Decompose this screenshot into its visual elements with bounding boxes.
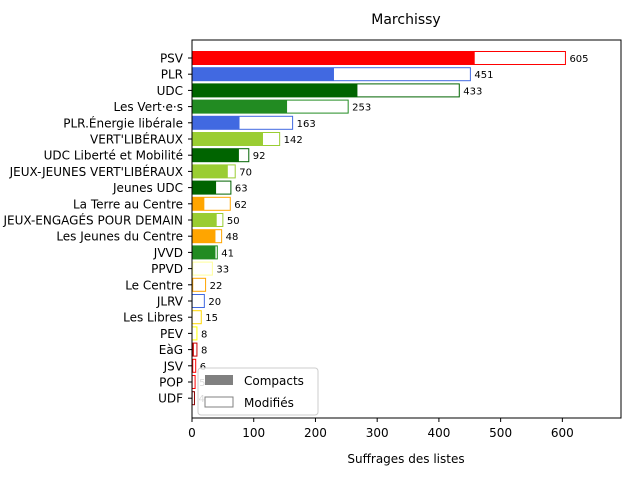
bar-compacts-jeux-jeunes-vert-libe-raux: [192, 164, 228, 178]
value-label-jlrv: 20: [208, 297, 221, 308]
bar-modifies-le-centre: [191, 277, 207, 292]
legend-label-modifies: Modifiés: [244, 396, 294, 410]
y-tick-label-les-vert-e-s: Les Vert·e·s: [114, 100, 184, 114]
bar-modifies-ppvd: [191, 261, 213, 276]
value-label-plr: 451: [474, 70, 493, 81]
value-label-le-centre: 22: [210, 281, 223, 292]
bar-compacts-udc-liberte-et-mobilite: [192, 148, 239, 162]
y-tick-label-jeux-jeunes-vert-libe-raux: JEUX-JEUNES VERT'LIBÉRAUX: [9, 164, 183, 179]
x-tick-label-500: 500: [489, 426, 512, 440]
value-label-les-libres: 15: [205, 313, 218, 324]
legend-label-compacts: Compacts: [244, 374, 304, 388]
x-tick-label-200: 200: [304, 426, 327, 440]
y-tick-label-udf: UDF: [158, 392, 183, 406]
y-tick-label-pev: PEV: [160, 327, 184, 341]
bars-group: [191, 51, 566, 406]
y-tick-label-ppvd: PPVD: [151, 262, 183, 276]
plot-frame: [191, 39, 622, 419]
value-label-jeunes-udc: 63: [235, 184, 248, 195]
y-tick-label-jsv: JSV: [163, 359, 184, 373]
legend: Compacts Modifiés: [197, 367, 319, 416]
bar-compacts-psv: [192, 51, 475, 65]
bar-modifies-pev: [191, 326, 198, 341]
bar-compacts-ppvd: [192, 262, 194, 276]
value-label-jeux-jeunes-vert-libe-raux: 70: [239, 167, 252, 178]
x-axis-title: Suffrages des listes: [347, 452, 464, 466]
value-label-pev: 8: [201, 329, 207, 340]
bar-compacts-udc: [192, 83, 358, 97]
value-label-ea-g: 8: [201, 346, 207, 357]
y-tick-label-pop: POP: [159, 376, 183, 390]
y-tick-label-jvvd: JVVD: [153, 246, 183, 260]
value-label-jvvd: 41: [221, 248, 234, 259]
y-tick-label-les-libres: Les Libres: [123, 311, 183, 325]
y-tick-label-ea-g: EàG: [159, 343, 183, 357]
x-tick-label-600: 600: [551, 426, 574, 440]
bar-compacts-jeunes-udc: [192, 181, 217, 195]
y-tick-label-la-terre-au-centre: La Terre au Centre: [73, 197, 183, 211]
value-label-udc-liberte-et-mobilite: 92: [253, 151, 266, 162]
bar-compacts-le-centre: [192, 278, 194, 292]
y-tick-label-jlrv: JLRV: [156, 295, 184, 309]
y-tick-label-jeunes-udc: Jeunes UDC: [112, 181, 183, 195]
y-tick-label-les-jeunes-du-centre: Les Jeunes du Centre: [56, 230, 183, 244]
value-label-les-vert-e-s: 253: [352, 103, 371, 114]
legend-swatch-modifies: [204, 396, 234, 408]
x-axis: 0 100 200 300 400 500 600: [188, 418, 574, 440]
y-tick-label-udc: UDC: [157, 84, 183, 98]
bar-compacts-jsv: [192, 359, 194, 373]
bar-modifies-jlrv: [191, 294, 205, 308]
x-tick-label-100: 100: [242, 426, 265, 440]
bar-compacts-les-vert-e-s: [192, 100, 288, 114]
y-tick-label-le-centre: Le Centre: [125, 278, 183, 292]
bar-compacts-plr: [192, 67, 334, 81]
value-label-la-terre-au-centre: 62: [234, 200, 247, 211]
bar-compacts-la-terre-au-centre: [192, 197, 205, 211]
value-label-ppvd: 33: [216, 265, 229, 276]
value-label-vert-libe-raux: 142: [284, 135, 303, 146]
y-tick-label-vert-libe-raux: VERT'LIBÉRAUX: [90, 132, 183, 147]
value-label-les-jeunes-du-centre: 48: [226, 232, 239, 243]
bar-compacts-vert-libe-raux: [192, 132, 263, 146]
legend-swatch-compacts: [205, 375, 233, 385]
y-tick-label-jeux-engage-s-pour-demain: JEUX-ENGAGÉS POUR DEMAIN: [2, 213, 183, 228]
value-label-jsv: 6: [200, 362, 206, 373]
bar-compacts-les-jeunes-du-centre: [192, 229, 216, 243]
bar-modifies-les-libres: [191, 310, 202, 325]
bar-compacts-jeux-engage-s-pour-demain: [192, 213, 217, 227]
bar-compacts-ea-g: [192, 343, 194, 357]
value-label-jeux-engage-s-pour-demain: 50: [227, 216, 240, 227]
x-tick-label-300: 300: [366, 426, 389, 440]
y-tick-label-udc-liberte-et-mobilite: UDC Liberté et Mobilité: [44, 149, 183, 163]
y-tick-label-plr-e-nergie-libe-rale: PLR.Énergie libérale: [63, 115, 183, 130]
y-tick-label-psv: PSV: [160, 52, 184, 66]
value-label-psv: 605: [569, 54, 588, 65]
value-label-udc: 433: [463, 86, 482, 97]
bar-compacts-jvvd: [192, 245, 216, 259]
chart-title: Marchissy: [371, 12, 440, 28]
bar-compacts-plr-e-nergie-libe-rale: [192, 116, 240, 130]
x-tick-label-0: 0: [188, 426, 196, 440]
x-tick-label-400: 400: [427, 426, 450, 440]
y-tick-label-plr: PLR: [161, 68, 183, 82]
value-label-plr-e-nergie-libe-rale: 163: [297, 119, 316, 130]
